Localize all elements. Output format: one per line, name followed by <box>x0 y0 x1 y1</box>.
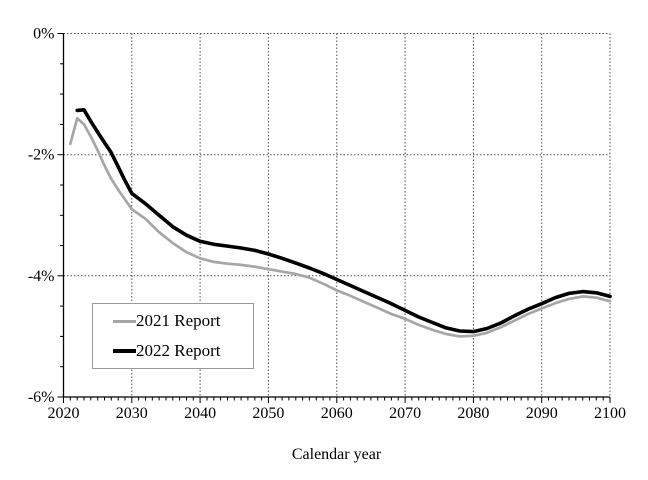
series-line-2022-report <box>75 108 612 334</box>
x-tick-label: 2040 <box>184 405 216 422</box>
y-tick-label: -2% <box>28 147 55 164</box>
legend-entry-2021-report: 2021 Report <box>113 311 253 331</box>
series-line-2021-report <box>68 116 612 338</box>
x-tick-label: 2030 <box>116 405 148 422</box>
legend-label-2021-report: 2021 Report <box>136 311 221 330</box>
axes <box>62 33 610 398</box>
x-axis-title: Calendar year <box>291 446 382 463</box>
x-tick-label: 2020 <box>48 405 80 422</box>
x-tick-label: 2080 <box>457 405 489 422</box>
x-tick-label: 2090 <box>526 405 558 422</box>
legend: 2021 Report 2022 Report <box>92 303 254 369</box>
y-tick-label: -4% <box>28 268 55 285</box>
y-tick-label: 0% <box>33 26 54 43</box>
legend-line-sample-2021-icon <box>113 319 136 323</box>
gridlines <box>63 33 611 397</box>
x-tick-label: 2060 <box>321 405 353 422</box>
legend-label-2022-report: 2022 Report <box>136 341 221 360</box>
legend-line-sample-2022-icon <box>113 349 136 353</box>
tick-labels: 2020 2030 2040 2050 2060 2070 2080 2090 2100 0% -2… <box>28 26 626 423</box>
x-tick-label: 2100 <box>594 405 626 422</box>
legend-entry-2022-report: 2022 Report <box>113 341 253 361</box>
x-tick-label: 2050 <box>252 405 284 422</box>
x-tick-label: 2070 <box>389 405 421 422</box>
y-tick-label: -6% <box>28 389 55 406</box>
